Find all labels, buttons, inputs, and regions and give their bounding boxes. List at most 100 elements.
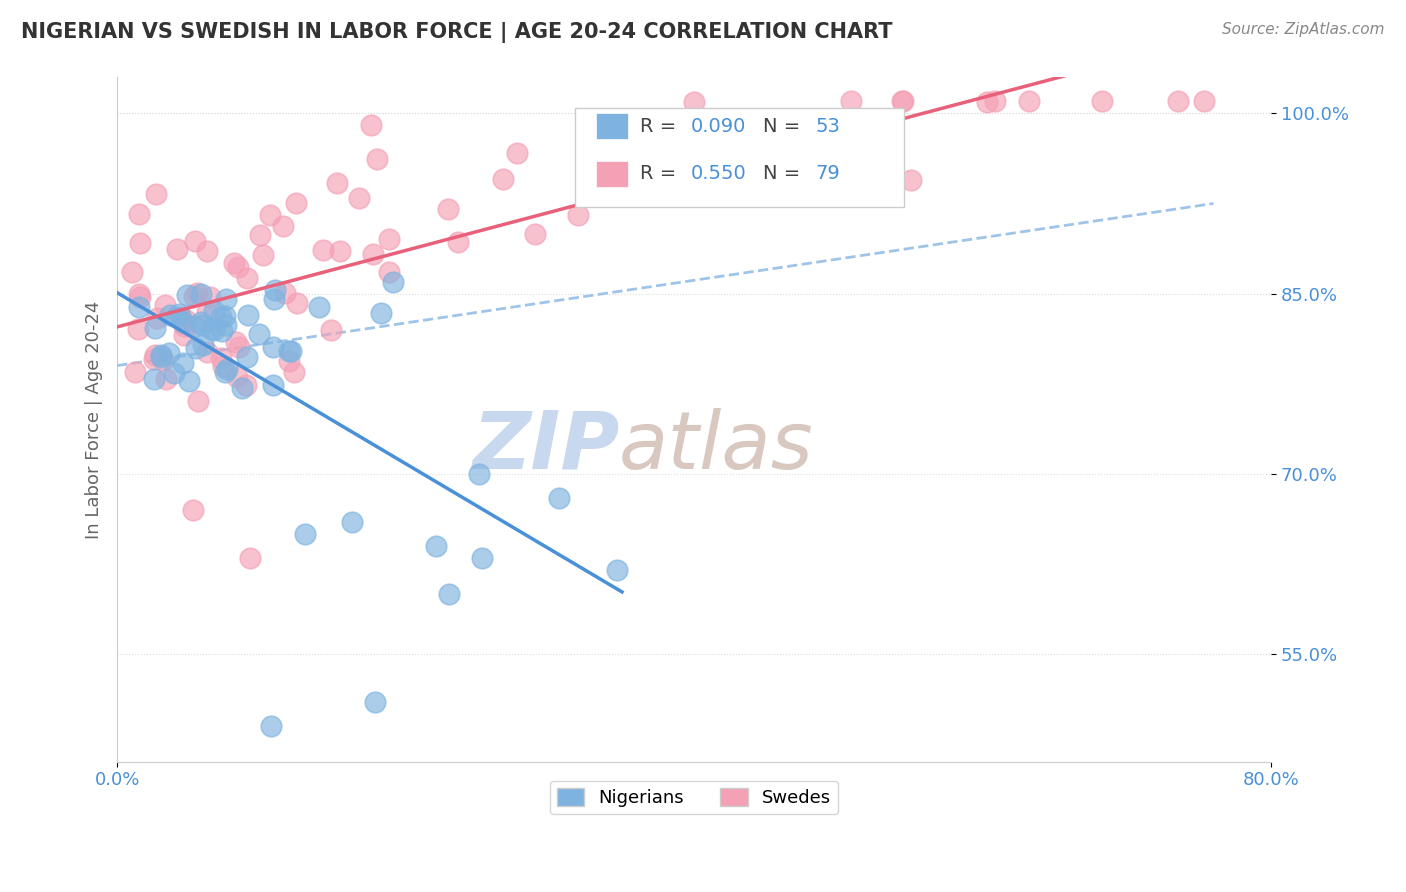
Point (143, 320, 166, 334)
Text: ZIP: ZIP (472, 408, 619, 486)
Point (183, 289, 205, 303)
Point (329, 244, 352, 258)
Point (184, 234, 207, 248)
Point (236, 308, 259, 322)
Point (1091, 95, 1114, 109)
Point (177, 374, 200, 388)
Point (172, 315, 194, 329)
Point (183, 319, 205, 334)
Point (198, 290, 221, 304)
Point (190, 318, 212, 333)
Point (167, 308, 190, 322)
Point (173, 328, 195, 343)
Text: N =: N = (763, 164, 807, 184)
Point (209, 310, 232, 325)
Text: 79: 79 (815, 164, 839, 184)
Point (326, 176, 349, 190)
Point (259, 719, 281, 733)
Point (548, 491, 571, 505)
Point (152, 353, 174, 368)
Point (190, 287, 212, 301)
Point (231, 381, 253, 395)
Point (142, 352, 165, 367)
Point (214, 366, 236, 380)
Point (278, 354, 301, 368)
Point (262, 377, 284, 392)
Point (280, 344, 302, 359)
Point (321, 323, 343, 337)
Text: NIGERIAN VS SWEDISH IN LABOR FORCE | AGE 20-24 CORRELATION CHART: NIGERIAN VS SWEDISH IN LABOR FORCE | AGE… (21, 22, 893, 44)
Point (129, 289, 152, 303)
Point (425, 539, 447, 553)
Text: atlas: atlas (619, 408, 814, 486)
Point (370, 306, 392, 320)
Point (235, 271, 257, 285)
Point (378, 232, 401, 246)
Point (166, 242, 188, 256)
Point (129, 235, 152, 250)
Point (271, 219, 294, 233)
Point (567, 208, 589, 222)
Point (193, 337, 215, 351)
Point (236, 350, 259, 364)
Point (195, 345, 218, 359)
Point (273, 285, 295, 300)
Point (155, 372, 177, 386)
Point (285, 296, 308, 310)
Point (172, 356, 194, 370)
Point (153, 298, 176, 312)
Point (364, 695, 387, 709)
Point (222, 256, 245, 270)
Point (347, 191, 370, 205)
Point (214, 318, 236, 333)
Point (579, 180, 602, 194)
Y-axis label: In Labor Force | Age 20-24: In Labor Force | Age 20-24 (86, 301, 103, 539)
Point (173, 318, 195, 333)
Point (621, 158, 644, 172)
Point (176, 288, 198, 302)
Point (228, 339, 250, 353)
Bar (596, 113, 628, 139)
Point (1018, 95, 1040, 109)
Point (437, 587, 460, 601)
Point (247, 327, 270, 342)
Point (128, 207, 150, 221)
Point (340, 515, 363, 529)
Point (308, 300, 330, 314)
Point (121, 265, 143, 279)
Point (683, 95, 706, 110)
Point (259, 208, 281, 222)
Point (1192, 95, 1215, 109)
Point (226, 260, 249, 275)
Point (468, 467, 491, 481)
Point (360, 118, 382, 132)
Point (174, 313, 197, 327)
Point (202, 323, 225, 337)
Point (447, 235, 470, 249)
Point (366, 152, 388, 166)
Point (262, 340, 284, 354)
Point (124, 365, 146, 379)
Point (143, 348, 166, 362)
Point (181, 502, 204, 516)
Point (283, 365, 305, 379)
Point (202, 304, 225, 318)
Text: N =: N = (763, 117, 807, 136)
Point (984, 95, 1007, 109)
Point (891, 95, 914, 109)
Text: Source: ZipAtlas.com: Source: ZipAtlas.com (1222, 22, 1385, 37)
Point (839, 95, 862, 109)
Point (127, 322, 149, 336)
Text: R =: R = (640, 164, 682, 184)
Point (150, 348, 173, 362)
Point (200, 322, 222, 336)
Point (264, 283, 287, 297)
Point (740, 120, 762, 135)
Point (128, 300, 150, 314)
Point (162, 366, 184, 380)
Text: R =: R = (640, 117, 682, 136)
Point (626, 136, 648, 151)
Point (361, 246, 384, 260)
Point (146, 310, 169, 325)
Text: 0.090: 0.090 (690, 117, 747, 136)
